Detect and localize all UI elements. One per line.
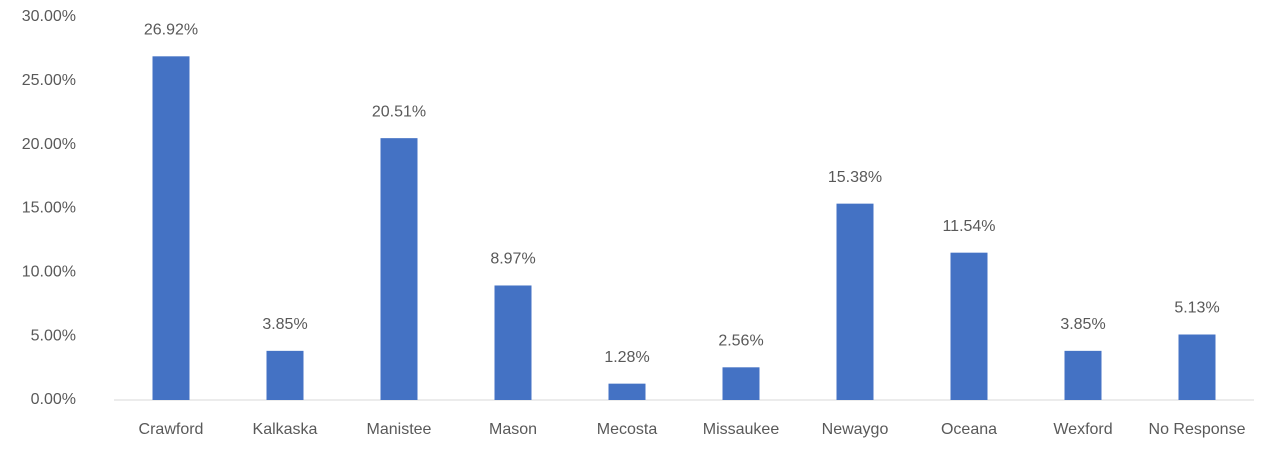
y-tick-label: 25.00%	[22, 72, 76, 89]
data-label: 15.38%	[828, 169, 882, 186]
y-tick-label: 30.00%	[22, 8, 76, 25]
bar	[722, 367, 760, 400]
x-tick-label: No Response	[1148, 421, 1246, 438]
data-label: 2.56%	[718, 333, 763, 350]
bar	[494, 285, 532, 400]
bar	[1064, 350, 1102, 400]
bar	[836, 203, 874, 400]
data-label: 20.51%	[372, 103, 426, 120]
data-label: 8.97%	[490, 251, 535, 268]
bar	[608, 383, 646, 400]
y-tick-label: 20.00%	[22, 136, 76, 153]
x-tick-label: Oceana	[940, 421, 998, 438]
data-label: 11.54%	[942, 218, 995, 235]
bar	[266, 350, 304, 400]
data-label: 26.92%	[144, 22, 198, 39]
x-tick-label: Newaygo	[821, 421, 889, 438]
x-tick-label: Manistee	[366, 421, 432, 438]
data-label: 5.13%	[1174, 300, 1219, 317]
y-tick-label: 0.00%	[31, 391, 76, 408]
data-label: 1.28%	[604, 349, 649, 366]
bar	[380, 138, 418, 400]
y-tick-label: 15.00%	[22, 200, 76, 217]
bar	[152, 56, 190, 400]
bar	[1178, 334, 1216, 400]
x-tick-label: Mecosta	[596, 421, 658, 438]
x-tick-label: Crawford	[138, 421, 204, 438]
x-tick-label: Kalkaska	[252, 421, 318, 438]
y-tick-label: 5.00%	[31, 327, 76, 344]
y-tick-label: 10.00%	[22, 264, 76, 281]
x-tick-label: Wexford	[1053, 421, 1113, 438]
data-label: 3.85%	[1060, 316, 1105, 333]
data-label: 3.85%	[262, 316, 307, 333]
bar	[950, 252, 988, 400]
x-tick-label: Missaukee	[702, 421, 780, 438]
x-tick-label: Mason	[488, 421, 538, 438]
